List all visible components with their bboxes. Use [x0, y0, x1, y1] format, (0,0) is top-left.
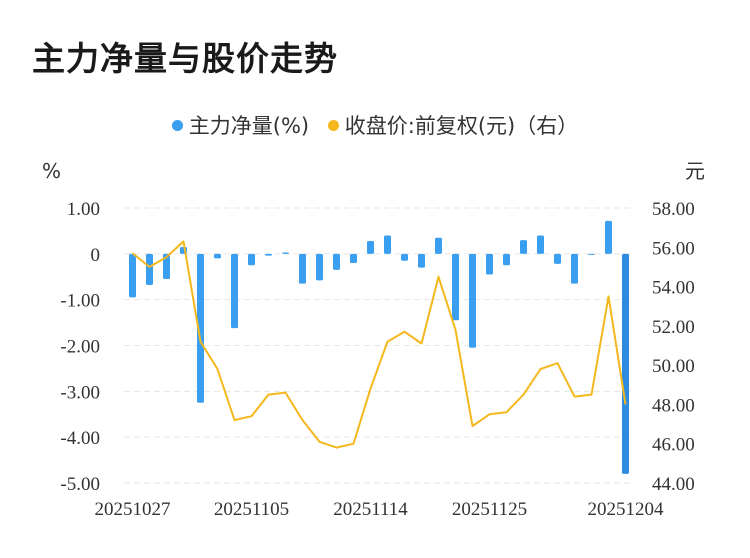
bar: [571, 253, 578, 284]
line-series: [131, 240, 627, 449]
bar: [452, 253, 459, 321]
bar: [537, 235, 544, 254]
legend-dot-line-icon: [327, 119, 339, 131]
left-tick-label: -5.00: [60, 474, 100, 495]
bar: [299, 253, 306, 284]
bar: [384, 235, 391, 254]
bar-series: [129, 220, 629, 474]
bar: [231, 253, 238, 329]
right-tick-label: 44.00: [652, 474, 695, 495]
bar: [367, 241, 374, 254]
bar: [554, 253, 561, 264]
legend-item-close-price[interactable]: 收盘价:前复权(元)（右）: [327, 110, 579, 140]
left-axis-unit: %: [42, 159, 61, 183]
right-tick-label: 48.00: [652, 395, 695, 416]
chart-legend: 主力净量(%) 收盘价:前复权(元)（右）: [0, 110, 750, 140]
right-tick-label: 56.00: [652, 238, 695, 259]
bar: [197, 253, 204, 403]
bar: [486, 253, 493, 275]
x-tick-label: 20251105: [214, 499, 289, 520]
bar: [248, 253, 255, 266]
right-axis-unit: 元: [685, 159, 705, 183]
bar: [435, 237, 442, 254]
bar: [146, 253, 153, 285]
left-tick-label: 0: [91, 245, 101, 266]
bar: [333, 253, 340, 270]
bar: [503, 253, 510, 266]
left-tick-label: -4.00: [60, 428, 100, 449]
bar: [588, 253, 595, 255]
right-tick-label: 54.00: [652, 278, 695, 299]
right-tick-label: 52.00: [652, 317, 695, 338]
right-tick-label: 50.00: [652, 356, 695, 377]
bar: [520, 240, 527, 254]
left-tick-label: -3.00: [60, 382, 100, 403]
legend-item-net-volume[interactable]: 主力净量(%): [171, 110, 310, 140]
bar: [163, 253, 170, 280]
axes: 1.00 0 -1.00 -2.00 -3.00 -4.00 -5.00 58.00 56.00…: [42, 159, 705, 520]
right-tick-label: 58.00: [652, 199, 695, 220]
legend-label-close-price: 收盘价:前复权(元)（右）: [344, 114, 579, 138]
left-tick-label: -2.00: [60, 337, 100, 358]
x-tick-label: 20251027: [95, 499, 171, 520]
bar: [401, 253, 408, 261]
left-tick-label: 1.00: [67, 199, 100, 220]
bar: [214, 253, 221, 259]
price-line: [131, 240, 627, 449]
x-tick-label: 20251114: [333, 499, 408, 520]
x-tick-label: 20251125: [452, 499, 527, 520]
bar: [282, 252, 289, 254]
bar: [129, 253, 136, 298]
legend-label-net-volume: 主力净量(%): [188, 114, 310, 138]
bar: [469, 253, 476, 348]
bar: [605, 220, 612, 254]
bar: [350, 253, 357, 263]
x-tick-label: 20251204: [588, 499, 665, 520]
bar: [418, 253, 425, 268]
chart-title: 主力净量与股价走势: [32, 39, 338, 78]
left-tick-label: -1.00: [60, 291, 100, 312]
legend-dot-bar-icon: [171, 119, 183, 131]
right-tick-label: 46.00: [652, 435, 695, 456]
bar: [265, 253, 272, 256]
bar: [316, 253, 323, 281]
bar: [622, 253, 629, 474]
grid-lines: [124, 207, 634, 484]
